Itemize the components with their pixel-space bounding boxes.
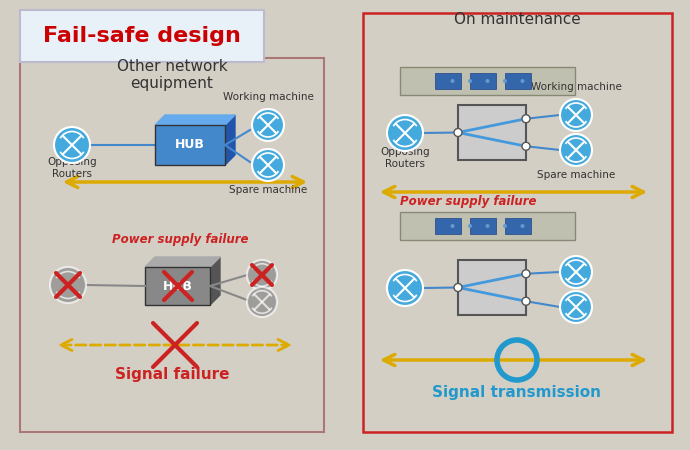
FancyBboxPatch shape bbox=[145, 267, 210, 305]
Circle shape bbox=[522, 115, 530, 123]
Text: Working machine: Working machine bbox=[531, 82, 622, 92]
Circle shape bbox=[560, 256, 592, 288]
Polygon shape bbox=[225, 115, 235, 165]
Text: Power supply failure: Power supply failure bbox=[112, 234, 248, 247]
FancyBboxPatch shape bbox=[435, 218, 461, 234]
Circle shape bbox=[560, 99, 592, 131]
Circle shape bbox=[252, 149, 284, 181]
Text: HUB: HUB bbox=[175, 139, 205, 152]
Circle shape bbox=[451, 79, 455, 83]
Circle shape bbox=[387, 270, 423, 306]
Circle shape bbox=[486, 224, 489, 228]
Text: Signal transmission: Signal transmission bbox=[433, 384, 602, 400]
FancyBboxPatch shape bbox=[470, 72, 496, 90]
Polygon shape bbox=[145, 257, 220, 267]
Circle shape bbox=[522, 297, 530, 305]
Text: Opposing
Routers: Opposing Routers bbox=[47, 157, 97, 179]
Circle shape bbox=[503, 224, 507, 228]
Circle shape bbox=[454, 129, 462, 136]
Circle shape bbox=[252, 109, 284, 141]
Circle shape bbox=[454, 284, 462, 292]
Circle shape bbox=[247, 287, 277, 317]
Circle shape bbox=[468, 224, 472, 228]
FancyBboxPatch shape bbox=[505, 218, 531, 234]
Circle shape bbox=[520, 79, 524, 83]
Text: Spare machine: Spare machine bbox=[229, 185, 307, 195]
Circle shape bbox=[503, 79, 507, 83]
FancyBboxPatch shape bbox=[458, 260, 526, 315]
Text: Other network
equipment: Other network equipment bbox=[117, 59, 227, 91]
Circle shape bbox=[560, 291, 592, 323]
Circle shape bbox=[522, 270, 530, 278]
Polygon shape bbox=[210, 257, 220, 305]
Circle shape bbox=[54, 127, 90, 163]
FancyBboxPatch shape bbox=[20, 10, 264, 62]
Circle shape bbox=[451, 224, 455, 228]
FancyBboxPatch shape bbox=[470, 218, 496, 234]
Text: Working machine: Working machine bbox=[223, 92, 313, 102]
FancyBboxPatch shape bbox=[400, 212, 575, 240]
Text: Opposing
Routers: Opposing Routers bbox=[380, 147, 430, 169]
Text: On maintenance: On maintenance bbox=[453, 13, 580, 27]
Text: HUB: HUB bbox=[163, 279, 193, 292]
Circle shape bbox=[50, 267, 86, 303]
Circle shape bbox=[468, 79, 472, 83]
FancyBboxPatch shape bbox=[435, 72, 461, 90]
Text: Power supply failure: Power supply failure bbox=[400, 195, 537, 208]
Circle shape bbox=[247, 260, 277, 290]
FancyBboxPatch shape bbox=[458, 105, 526, 160]
Text: Spare machine: Spare machine bbox=[537, 170, 615, 180]
Text: Fail-safe design: Fail-safe design bbox=[43, 26, 241, 46]
Polygon shape bbox=[155, 115, 235, 125]
Circle shape bbox=[560, 134, 592, 166]
Circle shape bbox=[522, 142, 530, 150]
Circle shape bbox=[520, 224, 524, 228]
Text: Signal failure: Signal failure bbox=[115, 368, 229, 382]
FancyBboxPatch shape bbox=[155, 125, 225, 165]
FancyBboxPatch shape bbox=[505, 72, 531, 90]
Circle shape bbox=[486, 79, 489, 83]
FancyBboxPatch shape bbox=[400, 67, 575, 95]
Circle shape bbox=[387, 115, 423, 151]
